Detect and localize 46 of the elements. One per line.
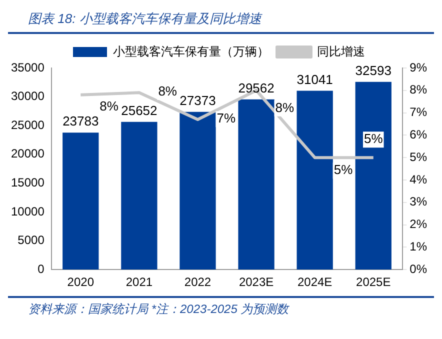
y-tick-label: 15000 (10, 176, 45, 190)
y-tick-label: 20000 (10, 146, 45, 161)
bar (180, 112, 216, 270)
data-label: 31041 (296, 72, 333, 87)
y-tick-label: 30000 (10, 89, 45, 104)
data-label: 27373 (180, 93, 216, 108)
y2-tick-label: 7% (410, 105, 428, 120)
x-tick-label: 2020 (67, 275, 94, 290)
x-tick-label: 2025E (356, 275, 391, 290)
y2-tick-label: 2% (410, 217, 428, 232)
bar (238, 99, 274, 270)
chart-title: 图表 18: 小型载客汽车保有量及同比增速 (8, 8, 434, 34)
data-label: 23783 (62, 114, 99, 129)
data-label: 5% (334, 162, 354, 178)
y2-tick-label: 6% (410, 128, 428, 142)
data-label: 5% (364, 131, 384, 146)
y2-tick-label: 8% (410, 82, 428, 97)
y-tick-label: 5000 (18, 233, 45, 248)
text: 资料来源：国家统计局 *注：2023-2025 为预测数 (8, 296, 434, 318)
x-tick-label: 2023E (238, 275, 274, 290)
y-tick-label: 10000 (10, 204, 45, 218)
x-tick-label: 2024E (297, 275, 332, 290)
data-label: 7% (216, 110, 236, 126)
data-label: 8% (100, 98, 119, 114)
legend-label: 同比增速 (317, 44, 365, 58)
data-label: 32593 (355, 62, 392, 78)
bar (355, 82, 392, 270)
y-tick-label: 35000 (10, 60, 45, 74)
data-label: 29562 (238, 80, 274, 96)
data-label: 25652 (121, 102, 158, 118)
bar (62, 132, 99, 270)
y2-tick-label: 0% (410, 262, 428, 276)
bar (121, 122, 158, 270)
data-label: 8% (158, 84, 178, 99)
y2-tick-label: 3% (410, 194, 428, 209)
y-tick-label: 0 (38, 262, 45, 276)
y2-tick-label: 9% (410, 60, 428, 74)
bar (296, 90, 333, 270)
x-tick-label: 2021 (126, 275, 153, 290)
legend-label: 小型载客汽车保有量（万辆） (113, 44, 269, 58)
y2-tick-label: 5% (410, 150, 428, 164)
x-tick-label: 2022 (184, 275, 212, 290)
y2-tick-label: 1% (410, 240, 428, 254)
data-label: 8% (275, 100, 295, 115)
y-tick-label: 25000 (10, 118, 45, 132)
y2-tick-label: 4% (410, 172, 428, 186)
